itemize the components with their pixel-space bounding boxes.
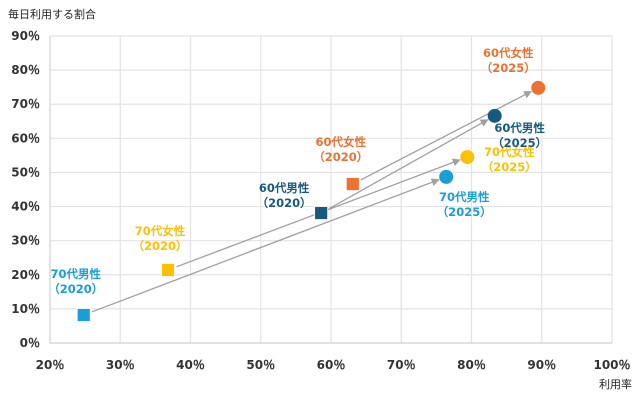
x-tick-label: 90％: [527, 358, 556, 372]
x-tick-label: 40％: [176, 358, 205, 372]
point-year: （2025）: [481, 61, 536, 75]
x-axis-title: 利用率: [599, 377, 632, 391]
point-year: （2020）: [313, 150, 368, 164]
point-year: （2025）: [482, 160, 537, 174]
x-tick-label: 100％: [593, 358, 630, 372]
point-year: （2025）: [492, 136, 547, 150]
point-label: 70代男性: [50, 267, 101, 281]
circle-marker: [439, 169, 454, 184]
x-tick-label: 20％: [36, 358, 65, 372]
point-year: （2020）: [257, 196, 312, 210]
circle-marker: [487, 108, 502, 123]
point-label: 70代男性: [439, 190, 490, 204]
circle-marker: [531, 80, 546, 95]
gridlines: [49, 35, 613, 344]
point-year: （2020）: [133, 239, 188, 253]
square-marker: [345, 177, 360, 191]
y-tick-label: 70％: [11, 97, 40, 111]
point-label: 60代男性: [259, 181, 310, 195]
x-tick-label: 80％: [457, 358, 486, 372]
square-marker: [76, 308, 91, 322]
y-axis-title: 毎日利用する割合: [8, 7, 96, 21]
point-label: 60代女性: [316, 135, 367, 149]
x-tick-label: 70％: [387, 358, 416, 372]
y-tick-label: 30％: [11, 234, 40, 248]
point-year: （2020）: [48, 282, 103, 296]
trend-arrow: [91, 178, 440, 313]
trend-arrow: [328, 119, 489, 210]
y-tick-label: 90％: [11, 29, 40, 43]
x-tick-label: 50％: [246, 358, 275, 372]
x-tick-label: 30％: [106, 358, 135, 372]
point-year: （2025）: [437, 205, 492, 219]
y-tick-label: 50％: [11, 165, 40, 179]
tick-labels: 20％ 30％ 40％ 50％ 60％ 70％ 80％ 90％ 100％ 0％ 10％ 20％ 30％ 4…: [11, 29, 630, 372]
y-tick-label: 60％: [11, 131, 40, 145]
trend-arrow: [360, 90, 533, 181]
square-marker: [314, 206, 329, 220]
point-label: 60代男性: [494, 121, 545, 135]
point-labels: 70代男性（2020）70代男性（2025）70代女性（2020）70代女性（2…: [48, 46, 547, 296]
y-tick-label: 0％: [20, 336, 40, 350]
point-label: 70代女性: [135, 224, 186, 238]
y-tick-label: 40％: [11, 200, 40, 214]
x-tick-label: 60％: [317, 358, 346, 372]
square-marker: [161, 263, 175, 277]
circle-marker: [460, 150, 475, 165]
point-label: 60代女性: [483, 46, 534, 60]
data-points: [76, 80, 546, 322]
point-label: 70代女性: [484, 145, 535, 159]
y-tick-label: 10％: [11, 302, 40, 316]
y-tick-label: 20％: [11, 268, 40, 282]
y-tick-label: 80％: [11, 63, 40, 77]
